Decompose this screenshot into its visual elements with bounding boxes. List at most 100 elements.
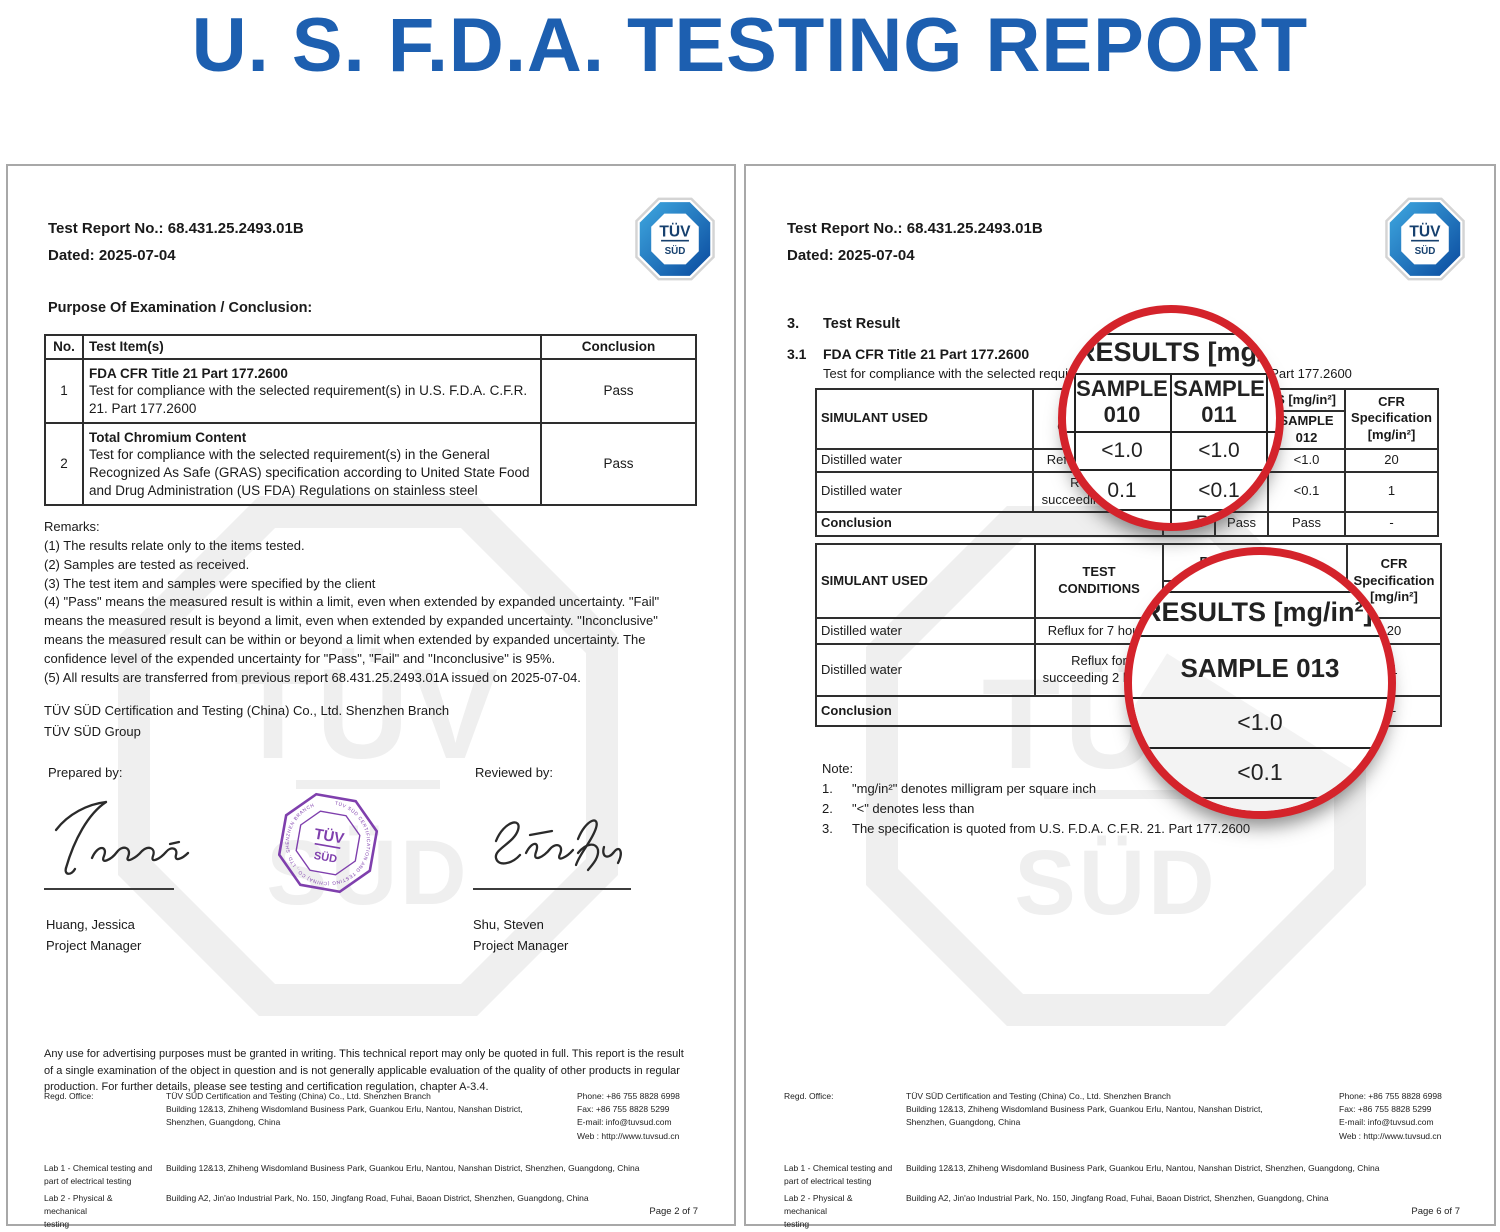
lab2-label: Lab 2 - Physical & mechanical testing: [44, 1192, 156, 1232]
company-name: TÜV SÜD Certification and Testing (China…: [44, 703, 450, 718]
magnified-results-header: RESULTS [mg/in²]: [1142, 597, 1373, 627]
row-item: Total Chromium Content Test for complian…: [82, 422, 542, 506]
magnified-value: 0.1: [1107, 479, 1137, 502]
reviewer-signature-line: [473, 888, 631, 890]
report-page-left: TÜV SÜD Test Report No.: 68.431.25.2493.…: [6, 164, 736, 1229]
sample-label: SAMPLE: [1173, 376, 1265, 401]
remarks-block: Remarks: (1) The results relate only to …: [44, 518, 700, 688]
col-cfr-spec: CFR Specification [mg/in²]: [1346, 543, 1442, 619]
disclaimer: Any use for advertising purposes must be…: [44, 1048, 684, 1093]
tuv-sud-logo: TÜV SÜD: [1385, 197, 1465, 281]
lab2-label-line: testing: [44, 1219, 70, 1230]
simulant-cell: Distilled water: [815, 470, 1034, 513]
lab2-label: Lab 2 - Physical & mechanical testing: [784, 1192, 896, 1232]
remarks-line: (1) The results relate only to the items…: [44, 537, 305, 553]
regd-line: Building 12&13, Zhiheng Wisdomland Busin…: [166, 1104, 523, 1115]
footer-block: Regd. Office: TÜV SÜD Certification and …: [44, 1090, 704, 1229]
col-conclusion: Conclusion: [540, 334, 697, 360]
signature-jessica: [54, 800, 190, 875]
lab1-label-line: part of electrical testing: [784, 1176, 872, 1187]
sample-label: 010: [1103, 402, 1141, 427]
section-31-title: FDA CFR Title 21 Part 177.2600: [823, 346, 1030, 362]
results-header-row: SIMULANT USED TEST CONDITIONS RESULTS [m…: [815, 543, 1442, 619]
lab1-address: Building 12&13, Zhiheng Wisdomland Busin…: [906, 1163, 1380, 1173]
regd-line: Shenzhen, Guangdong, China: [166, 1117, 281, 1128]
regd-office-label: Regd. Office:: [784, 1091, 834, 1101]
remarks-line: (4) "Pass" means the measured result is …: [44, 594, 660, 666]
row-conclusion: Pass: [540, 422, 697, 506]
page-number: Page 6 of 7: [1411, 1206, 1460, 1217]
tuv-sud-stamp: TÜV SÜD CERTIFICATION AND TESTING (CHINA…: [278, 792, 378, 894]
note-number: 2.: [822, 801, 833, 817]
reviewed-by-label: Reviewed by:: [475, 765, 554, 780]
lab2-address: Building A2, Jin'ao Industrial Park, No.…: [166, 1193, 589, 1203]
table-row: 1 FDA CFR Title 21 Part 177.2600 Test fo…: [44, 358, 697, 424]
col-simulant-used: SIMULANT USED: [815, 543, 1036, 619]
magnified-value: <1.0: [1101, 439, 1143, 462]
svg-text:SÜD: SÜD: [313, 849, 338, 866]
svg-text:SÜD: SÜD: [1415, 246, 1436, 257]
svg-text:TÜV: TÜV: [1409, 222, 1441, 241]
report-date: Dated: 2025-07-04: [48, 247, 176, 264]
conditions-line: TEST: [1082, 564, 1116, 580]
magnified-value: <0.1: [1198, 479, 1240, 502]
report-number: Test Report No.: 68.431.25.2493.01B: [787, 220, 1043, 237]
row-no: 2: [44, 422, 84, 506]
simulant-cell: Distilled water: [815, 643, 1036, 697]
note-number: 1.: [822, 781, 833, 797]
note-number: 3.: [822, 821, 833, 837]
magnified-sample-010-header: SAMPLE 010: [1074, 376, 1170, 428]
footer-block: Regd. Office: TÜV SÜD Certification and …: [784, 1090, 1464, 1229]
conclusion-table-header-row: No. Test Item(s) Conclusion: [44, 334, 697, 360]
footer-email: E-mail: info@tuvsud.com: [577, 1117, 672, 1128]
lab1-label: Lab 1 - Chemical testing and part of ele…: [44, 1162, 156, 1188]
sample-012-value: <1.0: [1266, 447, 1347, 473]
footer-email: E-mail: info@tuvsud.com: [1339, 1117, 1434, 1128]
conclusion-table: No. Test Item(s) Conclusion 1 FDA CFR Ti…: [44, 334, 697, 506]
signature-steven: [494, 819, 622, 872]
magnifier-circle-2: RESULTS [mg/in²] SAMPLE 013 <1.0 <0.1: [1124, 547, 1396, 819]
col-simulant-used: SIMULANT USED: [815, 388, 1034, 450]
report-date: Dated: 2025-07-04: [787, 247, 915, 264]
magnified-results-header: RESULTS [mg/in²]: [1076, 337, 1284, 367]
conclusion-label: Conclusion: [815, 510, 1164, 537]
regd-office-address: TÜV SÜD Certification and Testing (China…: [166, 1090, 726, 1130]
regd-line: TÜV SÜD Certification and Testing (China…: [166, 1091, 431, 1101]
svg-text:SÜD: SÜD: [665, 246, 686, 257]
conclusion-011: Pass: [1214, 510, 1269, 537]
reviewer-name: Shu, Steven: [473, 917, 544, 932]
lab1-address: Building 12&13, Zhiheng Wisdomland Busin…: [166, 1163, 640, 1173]
col-test-items: Test Item(s): [82, 334, 542, 360]
magnified-sample-013-header: SAMPLE 013: [1180, 653, 1340, 683]
note-item: 1. "mg/in²" denotes milligram per square…: [822, 779, 1402, 799]
preparer-signature-line: [44, 888, 174, 890]
section-31-number: 3.1: [787, 346, 807, 362]
preparer-name: Huang, Jessica: [46, 917, 135, 932]
report-page-right: TÜV SÜD Test Report No.: 68.431.25.2493.…: [744, 164, 1496, 1229]
lab2-label-line: testing: [784, 1219, 810, 1230]
col-no: No.: [44, 334, 84, 360]
cfr-value: 1: [1344, 470, 1440, 513]
note-block: Note: 1. "mg/in²" denotes milligram per …: [822, 759, 1402, 840]
reviewer-role: Project Manager: [473, 938, 569, 953]
note-text: "mg/in²" denotes milligram per square in…: [852, 781, 1097, 797]
section-3-number: 3.: [787, 316, 800, 332]
svg-text:TÜV: TÜV: [313, 826, 345, 848]
report-title: U. S. F.D.A. TESTING REPORT: [191, 3, 1309, 88]
note-text: "<" denotes less than: [852, 801, 975, 817]
col-cfr-spec: CFR Specification [mg/in²]: [1344, 388, 1440, 450]
test-item-desc: Test for compliance with the selected re…: [89, 383, 528, 416]
lab2-address: Building A2, Jin'ao Industrial Park, No.…: [906, 1193, 1329, 1203]
footer-fax: Fax: +86 755 8828 5299: [1339, 1104, 1432, 1115]
note-text: The specification is quoted from U.S. F.…: [852, 821, 1251, 837]
lab1-label: Lab 1 - Chemical testing and part of ele…: [784, 1162, 896, 1188]
svg-text:TÜV: TÜV: [659, 222, 691, 241]
tuv-sud-logo: TÜV SÜD: [635, 197, 715, 281]
cfr-line: Specification: [1351, 410, 1432, 426]
preparer-role: Project Manager: [46, 938, 142, 953]
magnified-value: <0.1: [1237, 759, 1283, 785]
sample-012-value: <0.1: [1266, 470, 1347, 513]
conclusion-012: Pass: [1266, 510, 1347, 537]
simulant-cell: Distilled water: [815, 617, 1036, 645]
col-test-conditions: TEST CONDITIONS: [1034, 543, 1164, 619]
